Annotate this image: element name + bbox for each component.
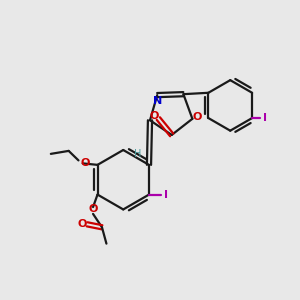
Text: I: I — [164, 190, 168, 200]
Text: O: O — [88, 204, 98, 214]
Text: O: O — [193, 112, 202, 122]
Text: O: O — [149, 111, 159, 121]
Text: I: I — [263, 113, 267, 123]
Text: H: H — [134, 148, 141, 159]
Text: O: O — [78, 219, 87, 229]
Text: O: O — [80, 158, 90, 168]
Text: N: N — [153, 96, 162, 106]
